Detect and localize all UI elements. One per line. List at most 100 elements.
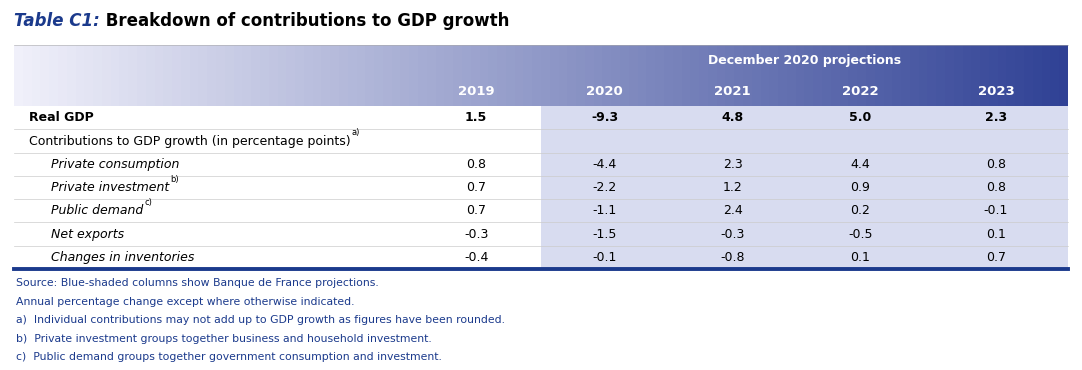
Bar (585, 45, 594, 106)
Text: -0.3: -0.3 (464, 228, 488, 240)
Text: 2.3: 2.3 (723, 158, 742, 171)
Bar (725, 45, 735, 106)
Text: 0.9: 0.9 (850, 181, 870, 194)
Bar (321, 45, 330, 106)
Text: -0.1: -0.1 (593, 251, 617, 264)
Bar (814, 45, 822, 106)
Bar (216, 45, 225, 106)
Text: 2020: 2020 (586, 85, 623, 98)
Bar (242, 45, 251, 106)
Bar (409, 45, 418, 106)
Bar (426, 45, 436, 106)
Text: 0.7: 0.7 (466, 181, 486, 194)
Text: 1.2: 1.2 (723, 181, 742, 194)
Text: b)  Private investment groups together business and household investment.: b) Private investment groups together bu… (16, 334, 432, 344)
Bar (14, 45, 23, 106)
Bar (1024, 45, 1033, 106)
Bar (787, 45, 795, 106)
Text: Table C1:: Table C1: (14, 12, 100, 30)
Bar (866, 45, 874, 106)
Text: Private consumption: Private consumption (51, 158, 180, 171)
Bar (532, 45, 541, 106)
Bar (831, 45, 840, 106)
Bar (515, 45, 524, 106)
Bar (927, 45, 936, 106)
Bar (339, 45, 347, 106)
Bar (129, 45, 137, 106)
Bar (1015, 45, 1024, 106)
Text: Changes in inventories: Changes in inventories (51, 251, 195, 264)
Bar (119, 45, 129, 106)
Text: c)  Public demand groups together government consumption and investment.: c) Public demand groups together governm… (16, 352, 443, 362)
Text: 2.4: 2.4 (723, 204, 742, 217)
Bar (383, 45, 392, 106)
Text: a): a) (352, 128, 360, 137)
Bar (208, 45, 216, 106)
Text: Breakdown of contributions to GDP growth: Breakdown of contributions to GDP growth (100, 12, 510, 30)
Bar (287, 45, 295, 106)
Bar (874, 45, 884, 106)
Bar (189, 45, 198, 106)
Bar (989, 45, 998, 106)
Text: -9.3: -9.3 (591, 111, 619, 124)
Bar (277, 45, 287, 106)
Bar (646, 45, 656, 106)
Bar (163, 45, 172, 106)
Bar (462, 45, 471, 106)
Text: 2019: 2019 (458, 85, 494, 98)
Bar (822, 45, 831, 106)
Text: 0.8: 0.8 (466, 158, 486, 171)
Bar (1059, 45, 1068, 106)
Bar (656, 45, 664, 106)
Bar (901, 45, 910, 106)
Bar (479, 45, 488, 106)
Bar (611, 45, 620, 106)
Bar (945, 45, 953, 106)
Text: -0.4: -0.4 (464, 251, 488, 264)
Bar (102, 45, 110, 106)
Bar (953, 45, 963, 106)
Text: -0.3: -0.3 (721, 228, 744, 240)
Bar (330, 45, 339, 106)
Bar (260, 45, 268, 106)
Bar (400, 45, 409, 106)
Text: 0.8: 0.8 (986, 158, 1006, 171)
Bar (40, 45, 49, 106)
Text: Annual percentage change except where otherwise indicated.: Annual percentage change except where ot… (16, 297, 355, 307)
Bar (453, 45, 462, 106)
Text: Private investment: Private investment (51, 181, 169, 194)
Bar (778, 45, 787, 106)
Bar (31, 45, 40, 106)
Bar (497, 45, 506, 106)
Bar (84, 45, 93, 106)
Bar (137, 45, 146, 106)
Text: 4.4: 4.4 (850, 158, 870, 171)
Text: 0.2: 0.2 (850, 204, 870, 217)
Bar (629, 45, 637, 106)
Bar (313, 45, 321, 106)
Text: 2.3: 2.3 (985, 111, 1007, 124)
Text: 2022: 2022 (842, 85, 879, 98)
Bar (23, 45, 31, 106)
Bar (620, 45, 629, 106)
Bar (357, 45, 366, 106)
Bar (1042, 45, 1051, 106)
Text: -0.1: -0.1 (984, 204, 1008, 217)
Bar (735, 45, 743, 106)
Bar (58, 45, 67, 106)
Bar (558, 45, 567, 106)
Bar (893, 45, 901, 106)
Bar (445, 45, 453, 106)
Bar (848, 45, 857, 106)
Text: Contributions to GDP growth (in percentage points): Contributions to GDP growth (in percenta… (29, 135, 351, 148)
Text: -0.5: -0.5 (848, 228, 872, 240)
Bar (594, 45, 603, 106)
Bar (541, 106, 1068, 269)
Text: Real GDP: Real GDP (29, 111, 94, 124)
Text: 2023: 2023 (978, 85, 1014, 98)
Bar (840, 45, 848, 106)
Text: -0.8: -0.8 (721, 251, 744, 264)
Bar (637, 45, 646, 106)
Bar (366, 45, 374, 106)
Text: b): b) (170, 175, 179, 184)
